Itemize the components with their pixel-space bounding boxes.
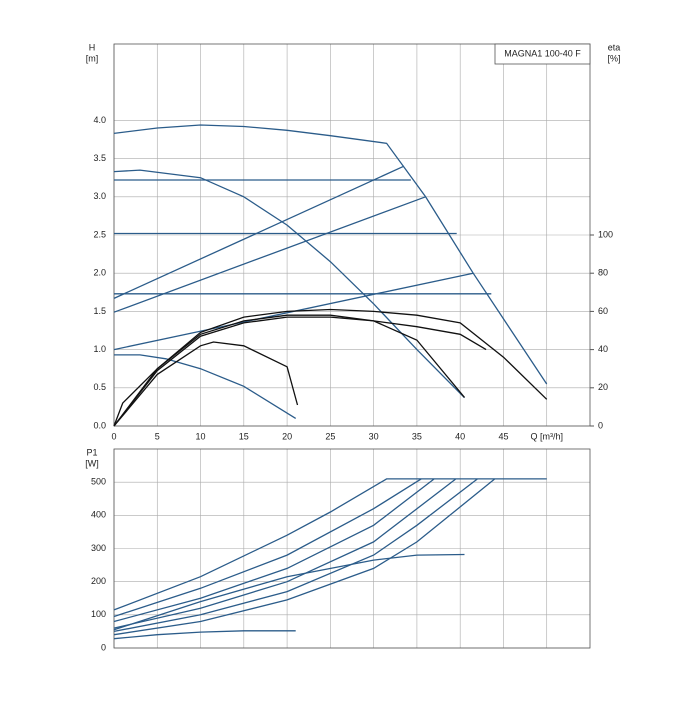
x-tick-label: 20	[282, 431, 292, 441]
y2-tick-label: 100	[598, 229, 613, 239]
curve	[113, 630, 296, 640]
y-tick-label: 3.0	[93, 191, 106, 201]
y-tick-label: 3.5	[93, 153, 106, 163]
curve	[113, 553, 465, 631]
x-tick-label: 25	[325, 431, 335, 441]
x-tick-label: 35	[412, 431, 422, 441]
y-tick-label: 200	[91, 576, 106, 586]
y2-tick-label: 20	[598, 382, 608, 392]
curve	[114, 354, 297, 419]
y-axis-unit: [W]	[85, 458, 99, 468]
y-tick-label: 0.0	[93, 420, 106, 430]
y-tick-label: 0.5	[93, 382, 106, 392]
x-tick-label: 45	[498, 431, 508, 441]
x-tick-label: 40	[455, 431, 465, 441]
y-tick-label: 1.0	[93, 344, 106, 354]
x-tick-label: 0	[111, 431, 116, 441]
badge: MAGNA1 100-40 F	[504, 48, 581, 58]
x-tick-label: 5	[155, 431, 160, 441]
y2-axis-label: eta	[608, 42, 621, 52]
curve	[113, 124, 548, 385]
y-tick-label: 500	[91, 477, 106, 487]
curve	[113, 196, 426, 313]
x-tick-label: 10	[196, 431, 206, 441]
badge-box	[494, 43, 591, 65]
y-axis-unit: [m]	[86, 53, 99, 63]
plot-frame	[113, 448, 591, 649]
y2-tick-label: 0	[598, 420, 603, 430]
x-tick-label: 15	[239, 431, 249, 441]
x-tick-label: 30	[369, 431, 379, 441]
y-tick-label: 2.0	[93, 268, 106, 278]
plot-frame	[113, 43, 591, 427]
y-tick-label: 1.5	[93, 306, 106, 316]
y2-tick-label: 80	[598, 268, 608, 278]
curve	[113, 478, 435, 623]
curve	[113, 341, 299, 427]
curve	[113, 165, 405, 299]
y2-tick-label: 40	[598, 344, 608, 354]
y-tick-label: 400	[91, 510, 106, 520]
y-tick-label: 2.5	[93, 229, 106, 239]
y-axis-label: P1	[86, 447, 97, 457]
curve	[113, 308, 548, 427]
curve	[113, 478, 547, 611]
curve	[113, 478, 496, 636]
y2-tick-label: 60	[598, 306, 608, 316]
curve	[113, 478, 422, 618]
y2-axis-unit: [%]	[607, 53, 620, 63]
y-axis-label: H	[89, 42, 96, 52]
curve	[113, 478, 457, 629]
curve	[113, 316, 487, 427]
y-tick-label: 4.0	[93, 115, 106, 125]
y-tick-label: 100	[91, 609, 106, 619]
curve	[113, 478, 478, 633]
curve	[113, 314, 465, 427]
y-tick-label: 300	[91, 543, 106, 553]
y-tick-label: 0	[101, 642, 106, 652]
x-tick-label: Q [m³/h]	[530, 431, 563, 441]
